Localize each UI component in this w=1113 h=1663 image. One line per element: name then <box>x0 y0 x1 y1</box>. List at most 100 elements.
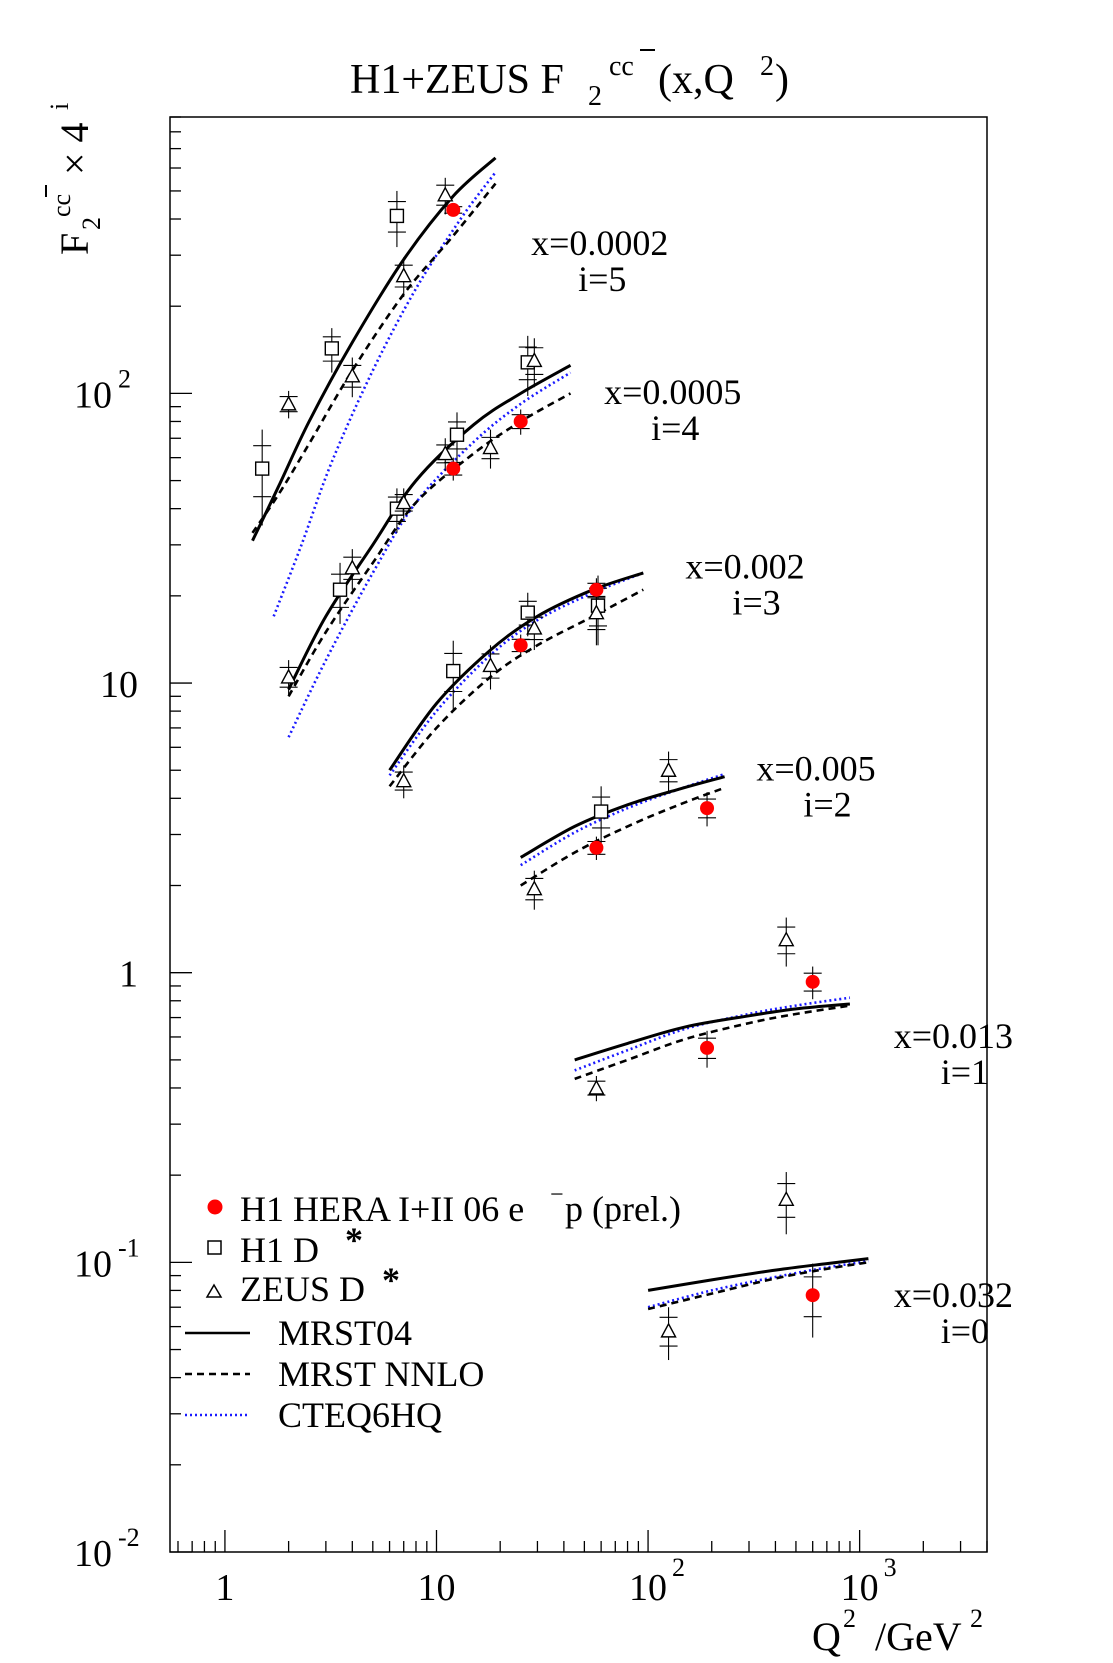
zeus-dstar-point <box>588 604 605 620</box>
bin-i-label: i=5 <box>578 259 626 299</box>
mrstnnlo-curve <box>574 1004 851 1081</box>
x-tick-label: 10 <box>417 1567 455 1609</box>
legend-mrstnnlo-label: MRST NNLO <box>278 1354 484 1394</box>
ylabel-sup: cc <box>47 194 76 217</box>
mrst04-curve <box>251 156 497 542</box>
legend-zeus-sup: * <box>382 1260 400 1300</box>
h1-dstar-point <box>593 804 609 819</box>
bin-i-label: i=0 <box>941 1311 989 1351</box>
legend-zeus-label: ZEUS D <box>240 1269 365 1309</box>
x-axis: 1 10 10 2 10 3 <box>177 1530 988 1609</box>
ylabel-sup2: i <box>45 103 74 110</box>
legend-h1d-label: H1 D <box>240 1230 319 1270</box>
bin-x-label: x=0.002 <box>685 546 804 586</box>
legend: H1 HERA I+II 06 e − p (prel.) H1 D * ZEU… <box>185 1182 681 1435</box>
zeus-dstar-point <box>280 395 297 411</box>
zeus-dstar-point <box>395 267 412 283</box>
legend-h1-label: H1 HERA I+II 06 e <box>240 1189 524 1229</box>
zeus-dstar-point <box>482 656 499 673</box>
legend-h1-tail: p (prel.) <box>565 1189 681 1229</box>
legend-h1-sup: − <box>550 1182 564 1208</box>
xlabel-sup: 2 <box>843 1604 856 1633</box>
xlabel-main: Q <box>812 1614 841 1659</box>
zeus-dstar-point <box>526 880 543 896</box>
ylabel-main: F <box>52 233 97 255</box>
h1-hera-point <box>700 1040 715 1055</box>
x-tick-label-exp: 3 <box>884 1553 897 1582</box>
h1-hera-point <box>589 840 604 855</box>
mrst04-curve <box>287 363 572 691</box>
x-tick-label-exp: 2 <box>672 1553 685 1582</box>
bin-x-label: x=0.032 <box>894 1275 1013 1315</box>
bin-i-label: i=2 <box>803 785 851 825</box>
h1-dstar-point <box>254 461 270 476</box>
y-axis-label: F 2 cc × 4 i <box>45 103 106 255</box>
legend-h1-marker <box>207 1199 223 1215</box>
data-points <box>253 177 822 1361</box>
xlabel-unit: /GeV <box>875 1614 962 1659</box>
zeus-dstar-point <box>526 351 543 368</box>
bin-i-label: i=3 <box>732 582 780 622</box>
bin-x-label: x=0.0002 <box>531 223 668 263</box>
zeus-dstar-point <box>437 445 454 461</box>
legend-zeus-marker <box>205 1283 223 1298</box>
zeus-dstar-point <box>526 619 543 635</box>
zeus-dstar-point <box>588 1079 605 1095</box>
zeus-dstar-point <box>660 761 677 777</box>
title-sub: 2 <box>588 81 602 112</box>
h1-dstar-point <box>324 341 340 356</box>
mrstnnlo-curve <box>647 1261 869 1311</box>
legend-h1d-marker <box>207 1240 222 1255</box>
mrstnnlo-curve <box>520 786 726 887</box>
title-main: H1+ZEUS F <box>350 57 564 103</box>
zeus-dstar-point <box>660 1322 677 1338</box>
x-tick-label-base: 10 <box>841 1567 879 1609</box>
cteq-curve <box>272 171 497 617</box>
mrst04-curve <box>647 1257 869 1292</box>
ylabel-sub: 2 <box>77 217 106 230</box>
bin-labels: x=0.0002i=5x=0.0005i=4x=0.002i=3x=0.005i… <box>531 223 1013 1351</box>
y-tick-label-base: 10 <box>74 1533 112 1575</box>
h1-hera-point <box>446 202 461 217</box>
h1-dstar-point <box>446 663 461 679</box>
zeus-dstar-point <box>778 931 795 947</box>
y-tick-label-exp: -1 <box>118 1233 140 1262</box>
chart-title: H1+ZEUS F 2 cc (x,Q 2 ) <box>350 49 789 112</box>
title-tail-sup: 2 <box>760 51 774 82</box>
bin-i-label: i=1 <box>941 1052 989 1092</box>
model-curves <box>251 156 869 1311</box>
title-end: ) <box>775 57 789 103</box>
h1-hera-point <box>589 582 604 597</box>
h1-hera-point <box>805 1288 820 1303</box>
bin-x-label: x=0.005 <box>756 749 875 789</box>
h1-hera-point <box>805 974 820 989</box>
x-tick-label: 1 <box>215 1567 234 1609</box>
cteq-curve <box>287 371 572 738</box>
zeus-dstar-point <box>344 559 361 575</box>
x-tick-label-base: 10 <box>629 1567 667 1609</box>
legend-cteq-label: CTEQ6HQ <box>278 1395 442 1435</box>
y-tick-label: 1 <box>119 954 138 996</box>
zeus-dstar-point <box>344 367 361 383</box>
title-tail: (x,Q <box>658 57 734 103</box>
h1-dstar-point <box>332 582 348 597</box>
mrstnnlo-curve <box>388 588 644 788</box>
ylabel-times: × 4 <box>52 122 97 175</box>
bin-i-label: i=4 <box>651 408 699 448</box>
h1-hera-point <box>446 461 461 476</box>
bin-x-label: x=0.0005 <box>604 372 741 412</box>
zeus-dstar-point <box>778 1190 795 1207</box>
cteq-curve <box>520 772 726 867</box>
y-tick-label-exp: 2 <box>118 364 131 393</box>
y-tick-label-exp: -2 <box>118 1523 140 1552</box>
h1-hera-point <box>513 414 528 429</box>
legend-mrst04-label: MRST04 <box>278 1313 412 1353</box>
y-tick-label: 10 <box>100 664 138 706</box>
zeus-dstar-point <box>437 186 454 202</box>
bin-x-label: x=0.013 <box>894 1016 1013 1056</box>
h1-dstar-point <box>389 208 405 224</box>
x-axis-label: Q 2 /GeV 2 <box>812 1604 983 1659</box>
